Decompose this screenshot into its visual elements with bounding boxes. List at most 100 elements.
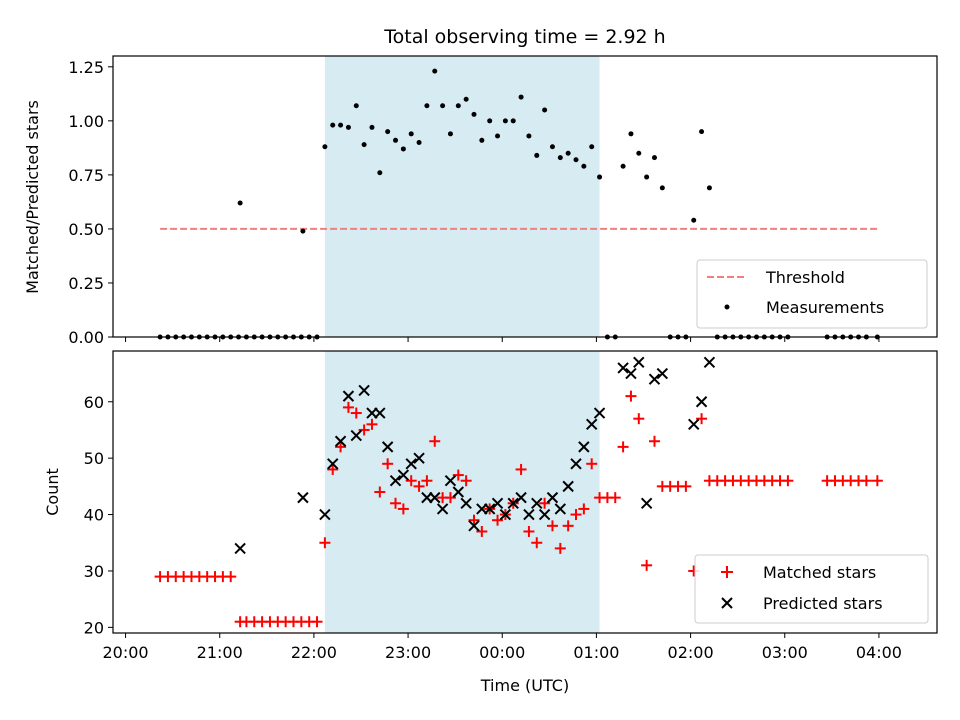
predicted-star-marker — [507, 497, 519, 509]
measurement-point — [377, 170, 383, 176]
measurement-point — [510, 118, 516, 124]
predicted-stars-legend-swatch — [721, 597, 733, 609]
predicted-star-marker — [546, 491, 559, 504]
matched-star-marker — [460, 475, 472, 487]
measurement-point — [699, 129, 705, 135]
predicted-star-marker — [483, 503, 496, 515]
measurement-point — [589, 144, 595, 150]
measurement-point — [597, 174, 603, 180]
top-legend: Threshold Measurements — [696, 259, 928, 329]
measurement-point — [345, 124, 351, 130]
predicted-star-marker — [358, 384, 370, 397]
predicted-star-marker — [703, 356, 716, 368]
measurement-point — [549, 144, 555, 150]
y-tick-label: 0.50 — [68, 220, 104, 239]
top-y-axis: 0.00 0.25 0.50 0.75 1.00 1.25 — [68, 58, 113, 347]
measurement-point — [237, 200, 243, 206]
predicted-star-marker — [633, 356, 645, 368]
predicted-star-marker — [234, 542, 246, 555]
matched-star-marker — [578, 503, 590, 515]
y-tick-label: 50 — [84, 449, 104, 468]
measurement-point — [620, 163, 626, 169]
predicted-star-marker — [342, 390, 355, 402]
x-tick-label: 04:00 — [856, 643, 902, 662]
matched-star-marker — [382, 458, 394, 470]
measurement-point — [400, 146, 406, 152]
predicted-star-marker — [334, 435, 347, 447]
predicted-star-marker — [531, 497, 543, 509]
predicted-star-marker — [617, 362, 629, 374]
measurement-point — [471, 111, 477, 117]
x-tick-label: 21:00 — [197, 643, 243, 662]
bottom-legend: Matched stars Predicted stars — [694, 554, 929, 624]
top-legend-box — [696, 259, 928, 329]
chart-title: Total observing time = 2.92 h — [383, 26, 665, 48]
matched-star-marker — [625, 390, 637, 402]
measurement-point — [706, 185, 712, 191]
matched-star-marker — [429, 435, 441, 447]
bottom-x-axis: 20:00 21:00 22:00 23:00 00:00 01:00 02:00 03:00… — [103, 633, 902, 662]
matched-star-marker — [366, 418, 378, 430]
matched-star-marker — [554, 542, 566, 554]
top-panel: Total observing time = 2.92 h 0.000.250.… — [23, 26, 938, 347]
bottom-series — [154, 356, 883, 628]
measurement-point — [581, 163, 587, 169]
y-tick-label: 0.75 — [68, 166, 104, 185]
matched-star-marker — [476, 525, 488, 537]
observing-window-band-top — [324, 56, 600, 337]
measurement-point — [651, 155, 657, 161]
predicted-star-marker — [350, 429, 362, 442]
measurement-point — [424, 103, 430, 109]
measurement-point — [573, 157, 579, 163]
measurement-point — [330, 122, 336, 128]
matched-star-marker — [546, 520, 558, 532]
matched-star-marker — [617, 441, 629, 453]
measurement-point — [416, 139, 422, 145]
matched-star-marker — [562, 520, 574, 532]
predicted-star-marker — [444, 475, 457, 487]
matched-stars-legend-label: Matched stars — [763, 563, 876, 582]
predicted-star-marker — [499, 508, 512, 521]
matched-star-marker — [633, 413, 645, 425]
predicted-star-marker — [585, 418, 598, 431]
measurement-point — [628, 131, 634, 137]
measurement-point — [502, 118, 508, 124]
y-tick-label: 20 — [84, 618, 104, 637]
predicted-star-marker — [695, 396, 708, 408]
predicted-star-marker — [648, 373, 661, 385]
predicted-star-marker — [562, 480, 574, 493]
matched-star-marker — [782, 475, 794, 487]
measurement-point — [644, 174, 650, 180]
bottom-y-axis-label: Count — [43, 468, 62, 516]
predicted-star-marker — [688, 418, 700, 431]
predicted-star-marker — [570, 458, 582, 470]
matched-star-marker — [492, 514, 504, 526]
matched-star-marker — [319, 537, 331, 549]
predicted-star-marker — [625, 367, 637, 380]
matched-star-marker — [421, 475, 433, 487]
predicted-star-marker — [491, 497, 504, 509]
measurement-point — [300, 228, 306, 234]
measurement-point — [440, 103, 446, 109]
measurement-point — [526, 133, 532, 139]
measurement-point — [432, 68, 438, 74]
matched-star-marker — [350, 407, 362, 419]
matched-star-marker — [452, 469, 464, 481]
predicted-star-marker — [297, 491, 309, 504]
matched-star-marker — [225, 571, 237, 583]
predicted-star-marker — [515, 491, 527, 504]
matched-star-marker — [860, 475, 872, 487]
y-tick-label: 1.00 — [68, 112, 104, 131]
measurement-point — [385, 129, 391, 135]
matched-star-marker — [327, 463, 339, 475]
matched-star-marker — [390, 497, 402, 509]
predicted-stars-legend-label: Predicted stars — [763, 594, 883, 613]
y-tick-label: 1.25 — [68, 58, 104, 77]
measurement-point — [557, 155, 563, 161]
x-axis-label: Time (UTC) — [480, 676, 569, 695]
measurement-point — [463, 96, 469, 102]
measurement-point — [338, 122, 344, 128]
threshold-legend-label: Threshold — [765, 268, 845, 287]
measurement-point — [322, 144, 328, 150]
